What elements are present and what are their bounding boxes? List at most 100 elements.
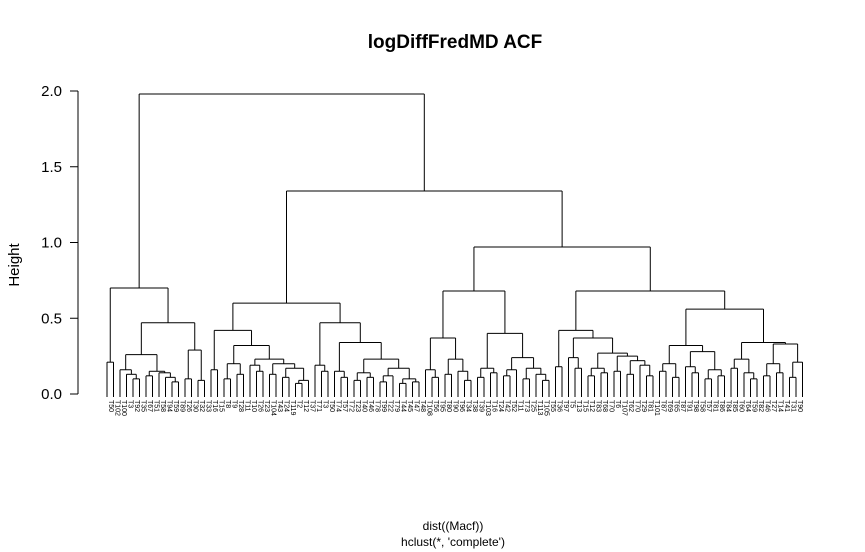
leaf-label: T95 — [439, 400, 446, 412]
leaf-label: T82 — [757, 400, 764, 412]
leaf-label: T26 — [257, 400, 264, 412]
leaf-label: T10 — [250, 400, 257, 412]
leaf-label: T96 — [458, 400, 465, 412]
y-tick-label: 0.5 — [41, 310, 62, 327]
leaf-label: T113 — [536, 400, 543, 416]
leaf-label: T101 — [653, 400, 660, 416]
leaf-label: T58 — [159, 400, 166, 412]
leaf-label: T55 — [549, 400, 556, 412]
leaf-label: T79 — [393, 400, 400, 412]
x-axis-label: dist((Macf)) — [423, 519, 484, 533]
leaf-label: T83 — [595, 400, 602, 412]
leaf-label: T24 — [283, 400, 290, 412]
chart-title: logDiffFredMD ACF — [368, 32, 543, 53]
leaf-label: T57 — [705, 400, 712, 412]
leaf-label: T92 — [133, 400, 140, 412]
leaf-label: T99 — [380, 400, 387, 412]
leaf-label: T87 — [679, 400, 686, 412]
leaf-label: T64 — [744, 400, 751, 412]
leaf-label: T102 — [114, 400, 121, 416]
leaf-label: T15 — [582, 400, 589, 412]
leaf-label: T2 — [296, 400, 303, 408]
leaf-label: T81 — [712, 400, 719, 412]
leaf-label: T33 — [205, 400, 212, 412]
leaf-label: T23 — [263, 400, 270, 412]
leaf-label: T28 — [237, 400, 244, 412]
leaf-label: T67 — [146, 400, 153, 412]
leaf-label: T16 — [211, 400, 218, 412]
leaf-label: T91 — [686, 400, 693, 412]
leaf-label: T45 — [406, 400, 413, 412]
leaf-label: T81 — [647, 400, 654, 412]
leaf-label: T57 — [341, 400, 348, 412]
leaf-label: T94 — [166, 400, 173, 412]
leaf-label: T12 — [302, 400, 309, 412]
y-tick-label: 0.0 — [41, 386, 62, 403]
leaf-label: T36 — [556, 400, 563, 412]
leaf-label: T38 — [471, 400, 478, 412]
leaf-label: T9 — [231, 400, 238, 408]
leaf-label: T84 — [725, 400, 732, 412]
leaf-label: T60 — [738, 400, 745, 412]
leaf-label: T5 — [569, 400, 576, 408]
leaf-label: T59 — [172, 400, 179, 412]
leaf-label: T15 — [218, 400, 225, 412]
leaf-label: T32 — [198, 400, 205, 412]
leaf-label: T104 — [270, 400, 277, 416]
leaf-label: T37 — [309, 400, 316, 412]
leaf-label: T16 — [491, 400, 498, 412]
leaf-label: T73 — [523, 400, 530, 412]
y-tick-label: 2.0 — [41, 83, 62, 100]
leaf-label: T86 — [718, 400, 725, 412]
leaf-label: T70 — [608, 400, 615, 412]
leaf-label: T3 — [322, 400, 329, 408]
leaf-label: T13 — [575, 400, 582, 412]
dendrogram-links — [106, 93, 803, 397]
leaf-label: T11 — [517, 400, 524, 412]
leaf-label: T98 — [692, 400, 699, 412]
leaf-label: T48 — [419, 400, 426, 412]
leaf-label: T72 — [348, 400, 355, 412]
leaf-label: T105 — [543, 400, 550, 416]
leaf-label: T90 — [452, 400, 459, 412]
leaf-label: T46 — [367, 400, 374, 412]
leaf-label: T69 — [666, 400, 673, 412]
leaf-label: T24 — [497, 400, 504, 412]
leaf-label: T119 — [289, 400, 296, 416]
leaf-label: T14 — [777, 400, 784, 412]
leaf-label: T43 — [276, 400, 283, 412]
leaf-label: T40 — [361, 400, 368, 412]
leaf-label: T35 — [140, 400, 147, 412]
leaf-label: T89 — [179, 400, 186, 412]
leaf-label: T56 — [432, 400, 439, 412]
leaf-label: T100 — [120, 400, 127, 416]
method-label: hclust(*, 'complete') — [401, 535, 505, 549]
leaf-label: T41 — [783, 400, 790, 412]
leaf-label: T50 — [107, 400, 114, 412]
leaf-label: T11 — [244, 400, 251, 412]
leaf-label: T25 — [530, 400, 537, 412]
leaf-label: T26 — [185, 400, 192, 412]
leaf-label: T12 — [588, 400, 595, 412]
y-tick-label: 1.5 — [41, 159, 62, 176]
leaf-label: T71 — [315, 400, 322, 412]
y-axis-label: Height — [6, 242, 23, 286]
leaf-label: T29 — [640, 400, 647, 412]
leaf-label: T3 — [127, 400, 134, 408]
leaf-label: T58 — [699, 400, 706, 412]
leaf-label: T8 — [224, 400, 231, 408]
leaf-label: T62 — [627, 400, 634, 412]
leaf-label: T30 — [192, 400, 199, 412]
leaf-label: T39 — [478, 400, 485, 412]
leaf-label: T6 — [614, 400, 621, 408]
leaf-label: T80 — [445, 400, 452, 412]
leaf-label: T87 — [660, 400, 667, 412]
leaf-label: T23 — [354, 400, 361, 412]
leaf-label: T70 — [634, 400, 641, 412]
leaf-label: T44 — [400, 400, 407, 412]
leaf-label: T42 — [504, 400, 511, 412]
leaf-label: T85 — [731, 400, 738, 412]
leaf-label: T22 — [387, 400, 394, 412]
leaf-label: T46 — [764, 400, 771, 412]
